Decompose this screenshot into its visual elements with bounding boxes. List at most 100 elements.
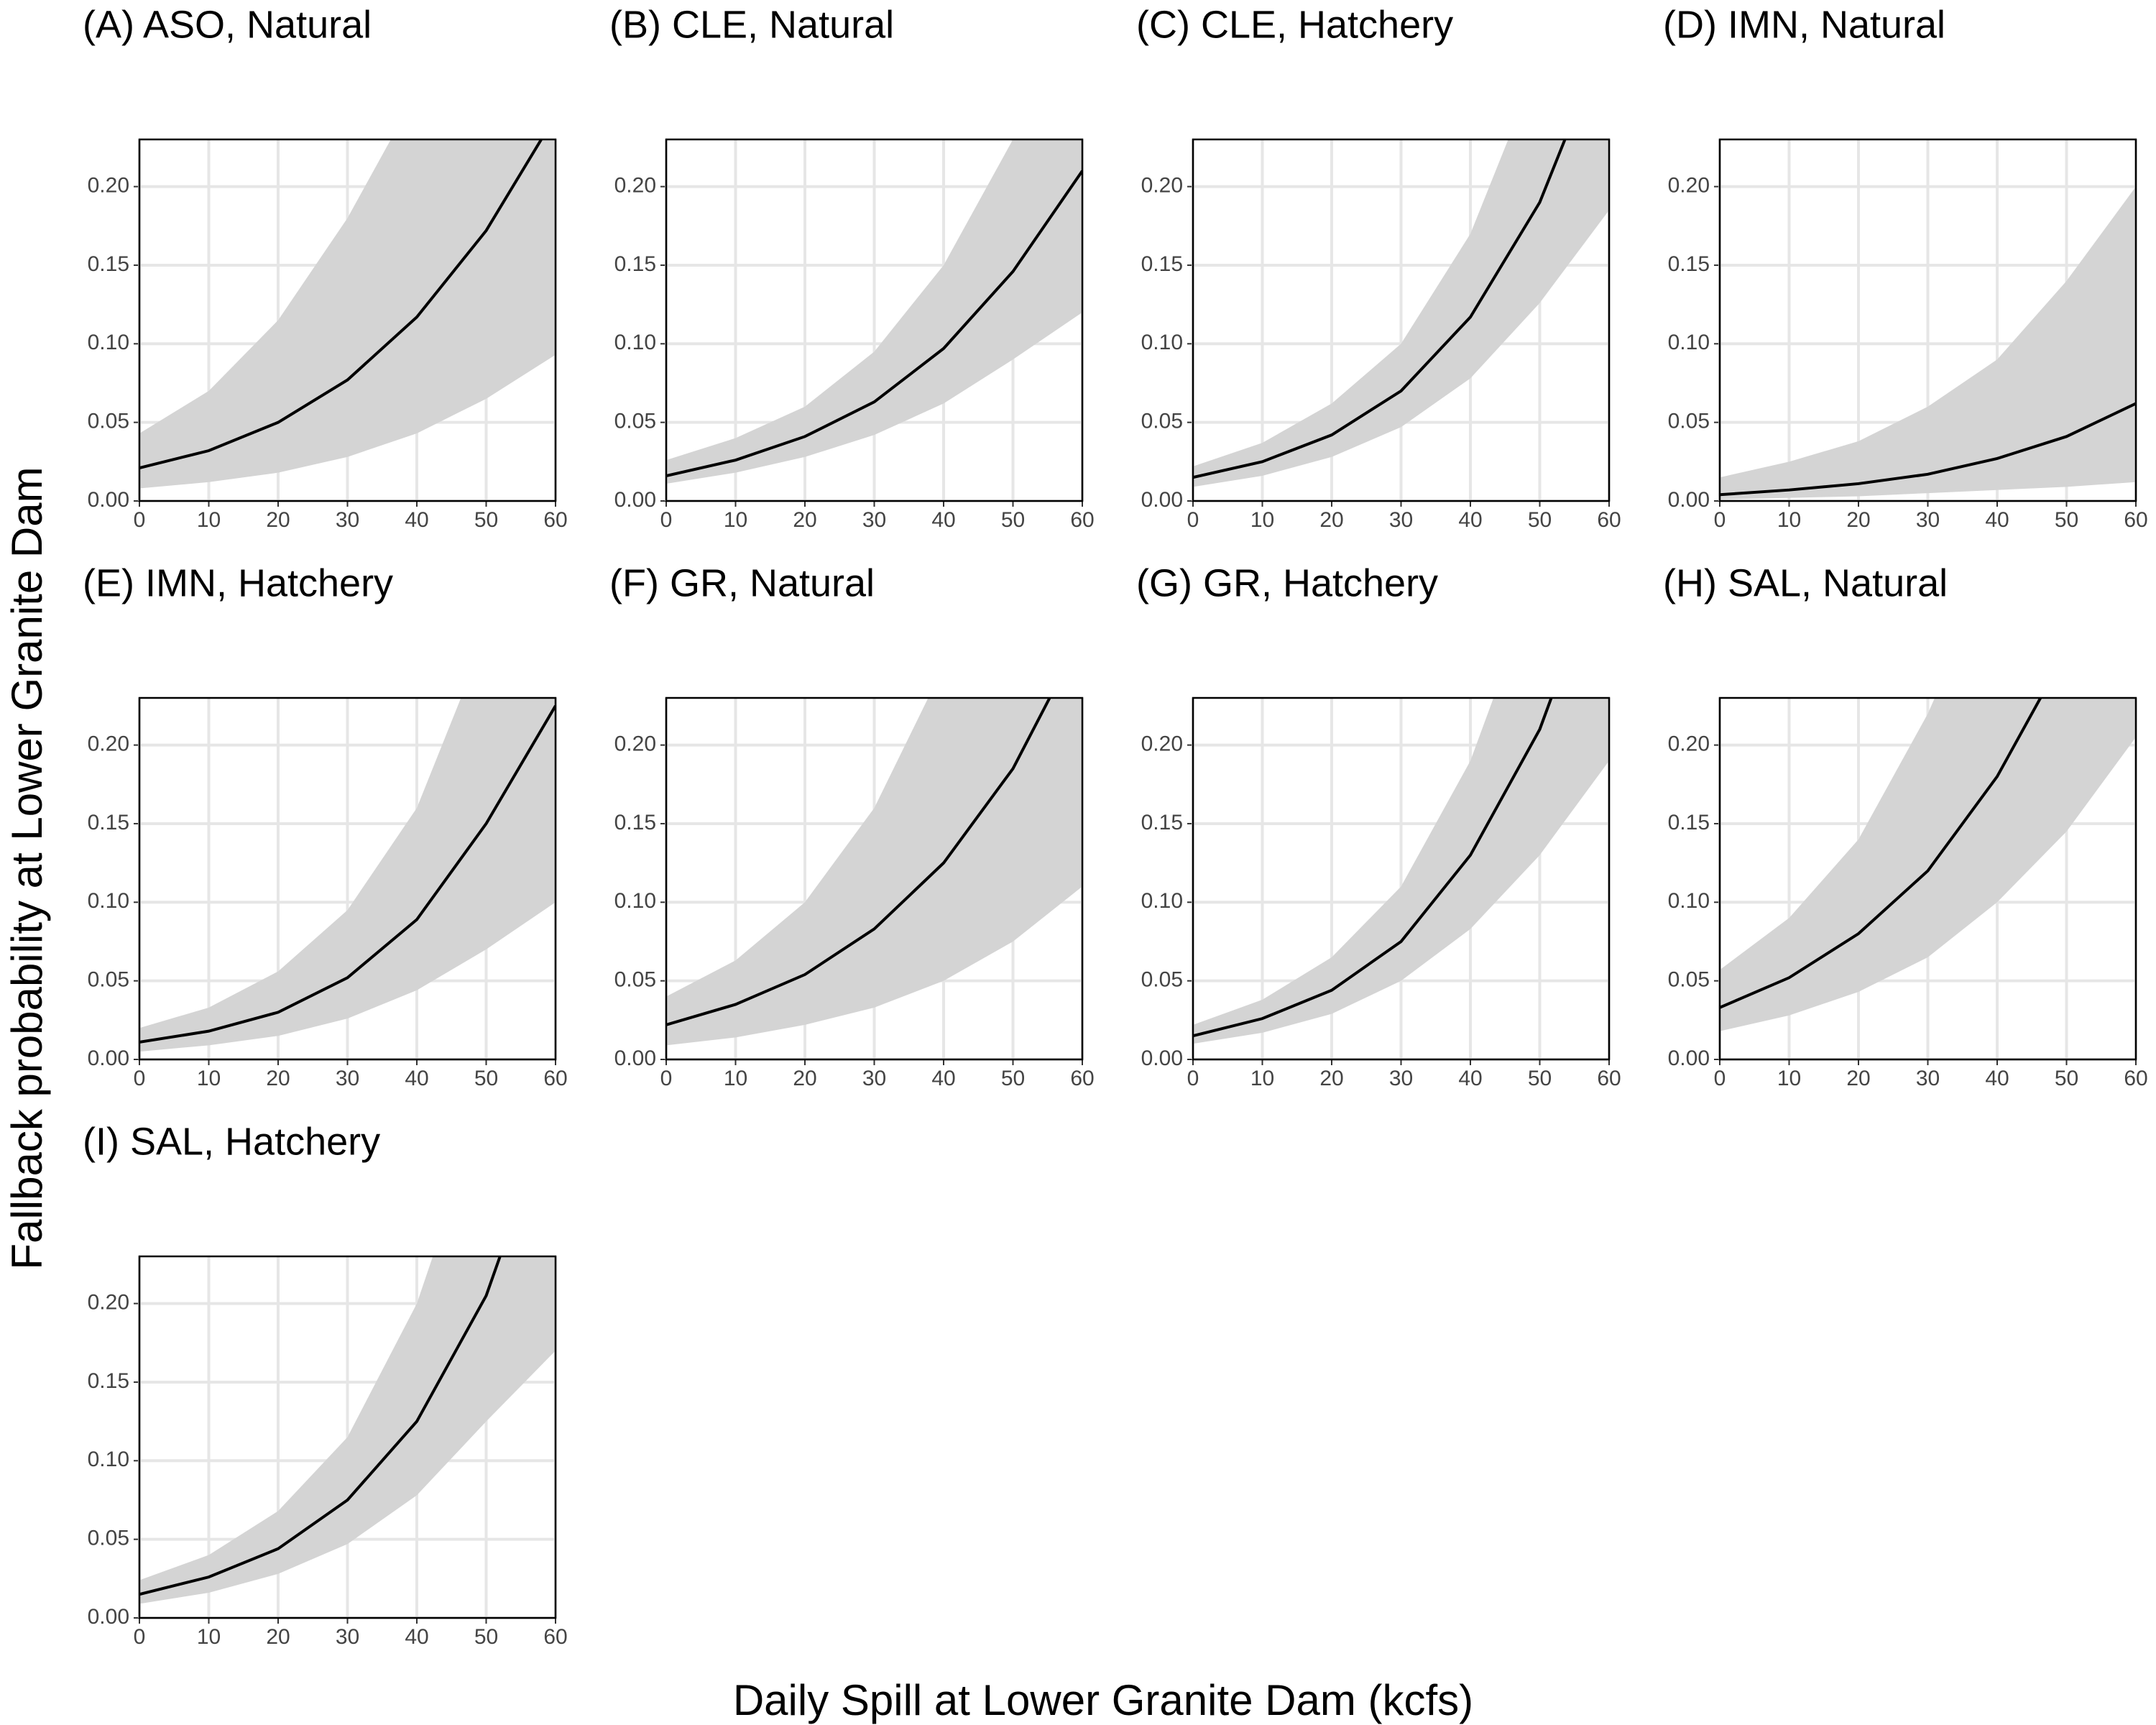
x-tick-label: 20: [266, 1625, 290, 1649]
confidence-band: [1193, 139, 1609, 487]
y-tick-label: 0.10: [88, 1448, 129, 1471]
plot-area: [139, 1256, 556, 1604]
plot-area: [1720, 698, 2136, 1031]
x-tick-label: 30: [1916, 508, 1940, 532]
y-tick-label: 0.00: [614, 488, 656, 512]
fit-line: [1193, 698, 1553, 1038]
y-tick-label: 0.10: [614, 889, 656, 913]
x-tick-label: 40: [931, 1067, 955, 1090]
y-tick-label: 0.10: [88, 889, 129, 913]
y-tick-label: 0.00: [1668, 1046, 1710, 1070]
x-tick-label: 60: [543, 1625, 567, 1649]
confidence-band: [139, 698, 556, 1052]
panel: (B) CLE, Natural 0.00 0.05 0.10 0.15 0.20 0 10 2…: [609, 3, 1095, 532]
plot-area: [1193, 698, 1609, 1044]
y-tick-label: 0.05: [88, 1527, 129, 1550]
y-tick-label: 0.15: [88, 252, 129, 276]
panel: (C) CLE, Hatchery 0.00 0.05 0.10 0.15 0.20 0 10…: [1136, 3, 1621, 532]
confidence-band: [666, 698, 1082, 1046]
panel-border: [138, 696, 557, 1061]
panel: (H) SAL, Natural 0.00 0.05 0.10 0.15 0.20 0 10 2…: [1663, 561, 2148, 1090]
panel: (A) ASO, Natural 0.00 0.05 0.10 0.15 0.20 0 10 2…: [83, 3, 568, 532]
fit-line: [1193, 139, 1567, 479]
x-tick-label: 30: [1916, 1067, 1940, 1090]
x-tick-label: 20: [1846, 1067, 1870, 1090]
y-tick-label: 0.10: [1141, 331, 1183, 354]
x-tick-label: 30: [1389, 1067, 1413, 1090]
x-tick-label: 50: [474, 1625, 498, 1649]
x-tick-label: 0: [1714, 1067, 1726, 1090]
x-tick-label: 60: [1597, 1067, 1621, 1090]
x-tick-label: 20: [1319, 508, 1343, 532]
plot-area: [139, 139, 556, 489]
panel: (I) SAL, Hatchery 0.00 0.05 0.10 0.15 0.20 0 10…: [83, 1120, 568, 1649]
y-tick-label: 0.10: [1668, 889, 1710, 913]
panel: (E) IMN, Hatchery 0.00 0.05 0.10 0.15 0.20 0 10…: [83, 561, 568, 1090]
x-tick-label: 50: [474, 508, 498, 532]
y-tick-label: 0.05: [1668, 410, 1710, 433]
panel-border: [138, 138, 557, 502]
x-tick-label: 0: [1714, 508, 1726, 532]
x-tick-label: 40: [1985, 1067, 2009, 1090]
panel: (D) IMN, Natural 0.00 0.05 0.10 0.15 0.20 0 10 2…: [1663, 3, 2148, 532]
y-tick-label: 0.10: [1141, 889, 1183, 913]
x-tick-label: 20: [266, 1067, 290, 1090]
y-tick-label: 0.15: [1668, 811, 1710, 834]
y-tick-label: 0.00: [88, 488, 129, 512]
x-tick-label: 0: [660, 508, 673, 532]
y-tick-label: 0.15: [614, 252, 656, 276]
y-tick-label: 0.15: [1141, 252, 1183, 276]
y-tick-label: 0.00: [88, 1605, 129, 1629]
y-tick-label: 0.20: [88, 1291, 129, 1315]
x-tick-label: 20: [266, 508, 290, 532]
y-tick-label: 0.00: [614, 1046, 656, 1070]
confidence-band: [1720, 186, 2136, 500]
y-tick-label: 0.20: [1668, 732, 1710, 756]
confidence-band: [666, 139, 1082, 484]
fit-line: [1720, 402, 2136, 497]
y-tick-label: 0.10: [88, 331, 129, 354]
x-tick-label: 40: [931, 508, 955, 532]
y-tick-label: 0.05: [88, 410, 129, 433]
x-tick-label: 10: [197, 1067, 221, 1090]
x-tick-label: 50: [474, 1067, 498, 1090]
x-tick-label: 40: [1458, 1067, 1482, 1090]
y-tick-label: 0.20: [88, 174, 129, 198]
x-tick-label: 50: [1528, 1067, 1552, 1090]
x-tick-label: 60: [1070, 1067, 1094, 1090]
panel-border: [1718, 138, 2137, 502]
y-tick-label: 0.10: [614, 331, 656, 354]
y-tick-label: 0.00: [1141, 488, 1183, 512]
panel-border: [665, 696, 1084, 1061]
y-tick-label: 0.05: [614, 410, 656, 433]
x-tick-label: 0: [134, 1067, 146, 1090]
x-tick-label: 60: [1070, 508, 1094, 532]
x-tick-label: 60: [1597, 508, 1621, 532]
x-tick-label: 10: [1777, 508, 1801, 532]
x-tick-label: 30: [336, 508, 359, 532]
y-tick-label: 0.20: [614, 732, 656, 756]
x-tick-label: 20: [1846, 508, 1870, 532]
panel-title: (A) ASO, Natural: [83, 3, 372, 46]
confidence-band: [139, 139, 556, 489]
fit-line: [139, 1256, 502, 1596]
plot-area: [666, 698, 1082, 1046]
x-tick-label: 0: [134, 508, 146, 532]
y-tick-label: 0.15: [1141, 811, 1183, 834]
panel-border: [1718, 696, 2137, 1061]
panel-title: (C) CLE, Hatchery: [1136, 3, 1453, 46]
x-tick-label: 50: [1001, 1067, 1025, 1090]
x-tick-label: 10: [1777, 1067, 1801, 1090]
x-tick-label: 50: [1528, 508, 1552, 532]
x-tick-label: 20: [793, 508, 816, 532]
x-tick-label: 10: [197, 508, 221, 532]
panel-border: [1192, 696, 1611, 1061]
x-tick-label: 30: [336, 1625, 359, 1649]
y-tick-label: 0.10: [1668, 331, 1710, 354]
panel: (F) GR, Natural 0.00 0.05 0.10 0.15 0.20 0 10 20…: [609, 561, 1095, 1090]
y-tick-label: 0.05: [1141, 410, 1183, 433]
x-tick-label: 30: [1389, 508, 1413, 532]
x-tick-label: 20: [1319, 1067, 1343, 1090]
y-tick-label: 0.20: [1141, 174, 1183, 198]
x-tick-label: 50: [2055, 1067, 2078, 1090]
